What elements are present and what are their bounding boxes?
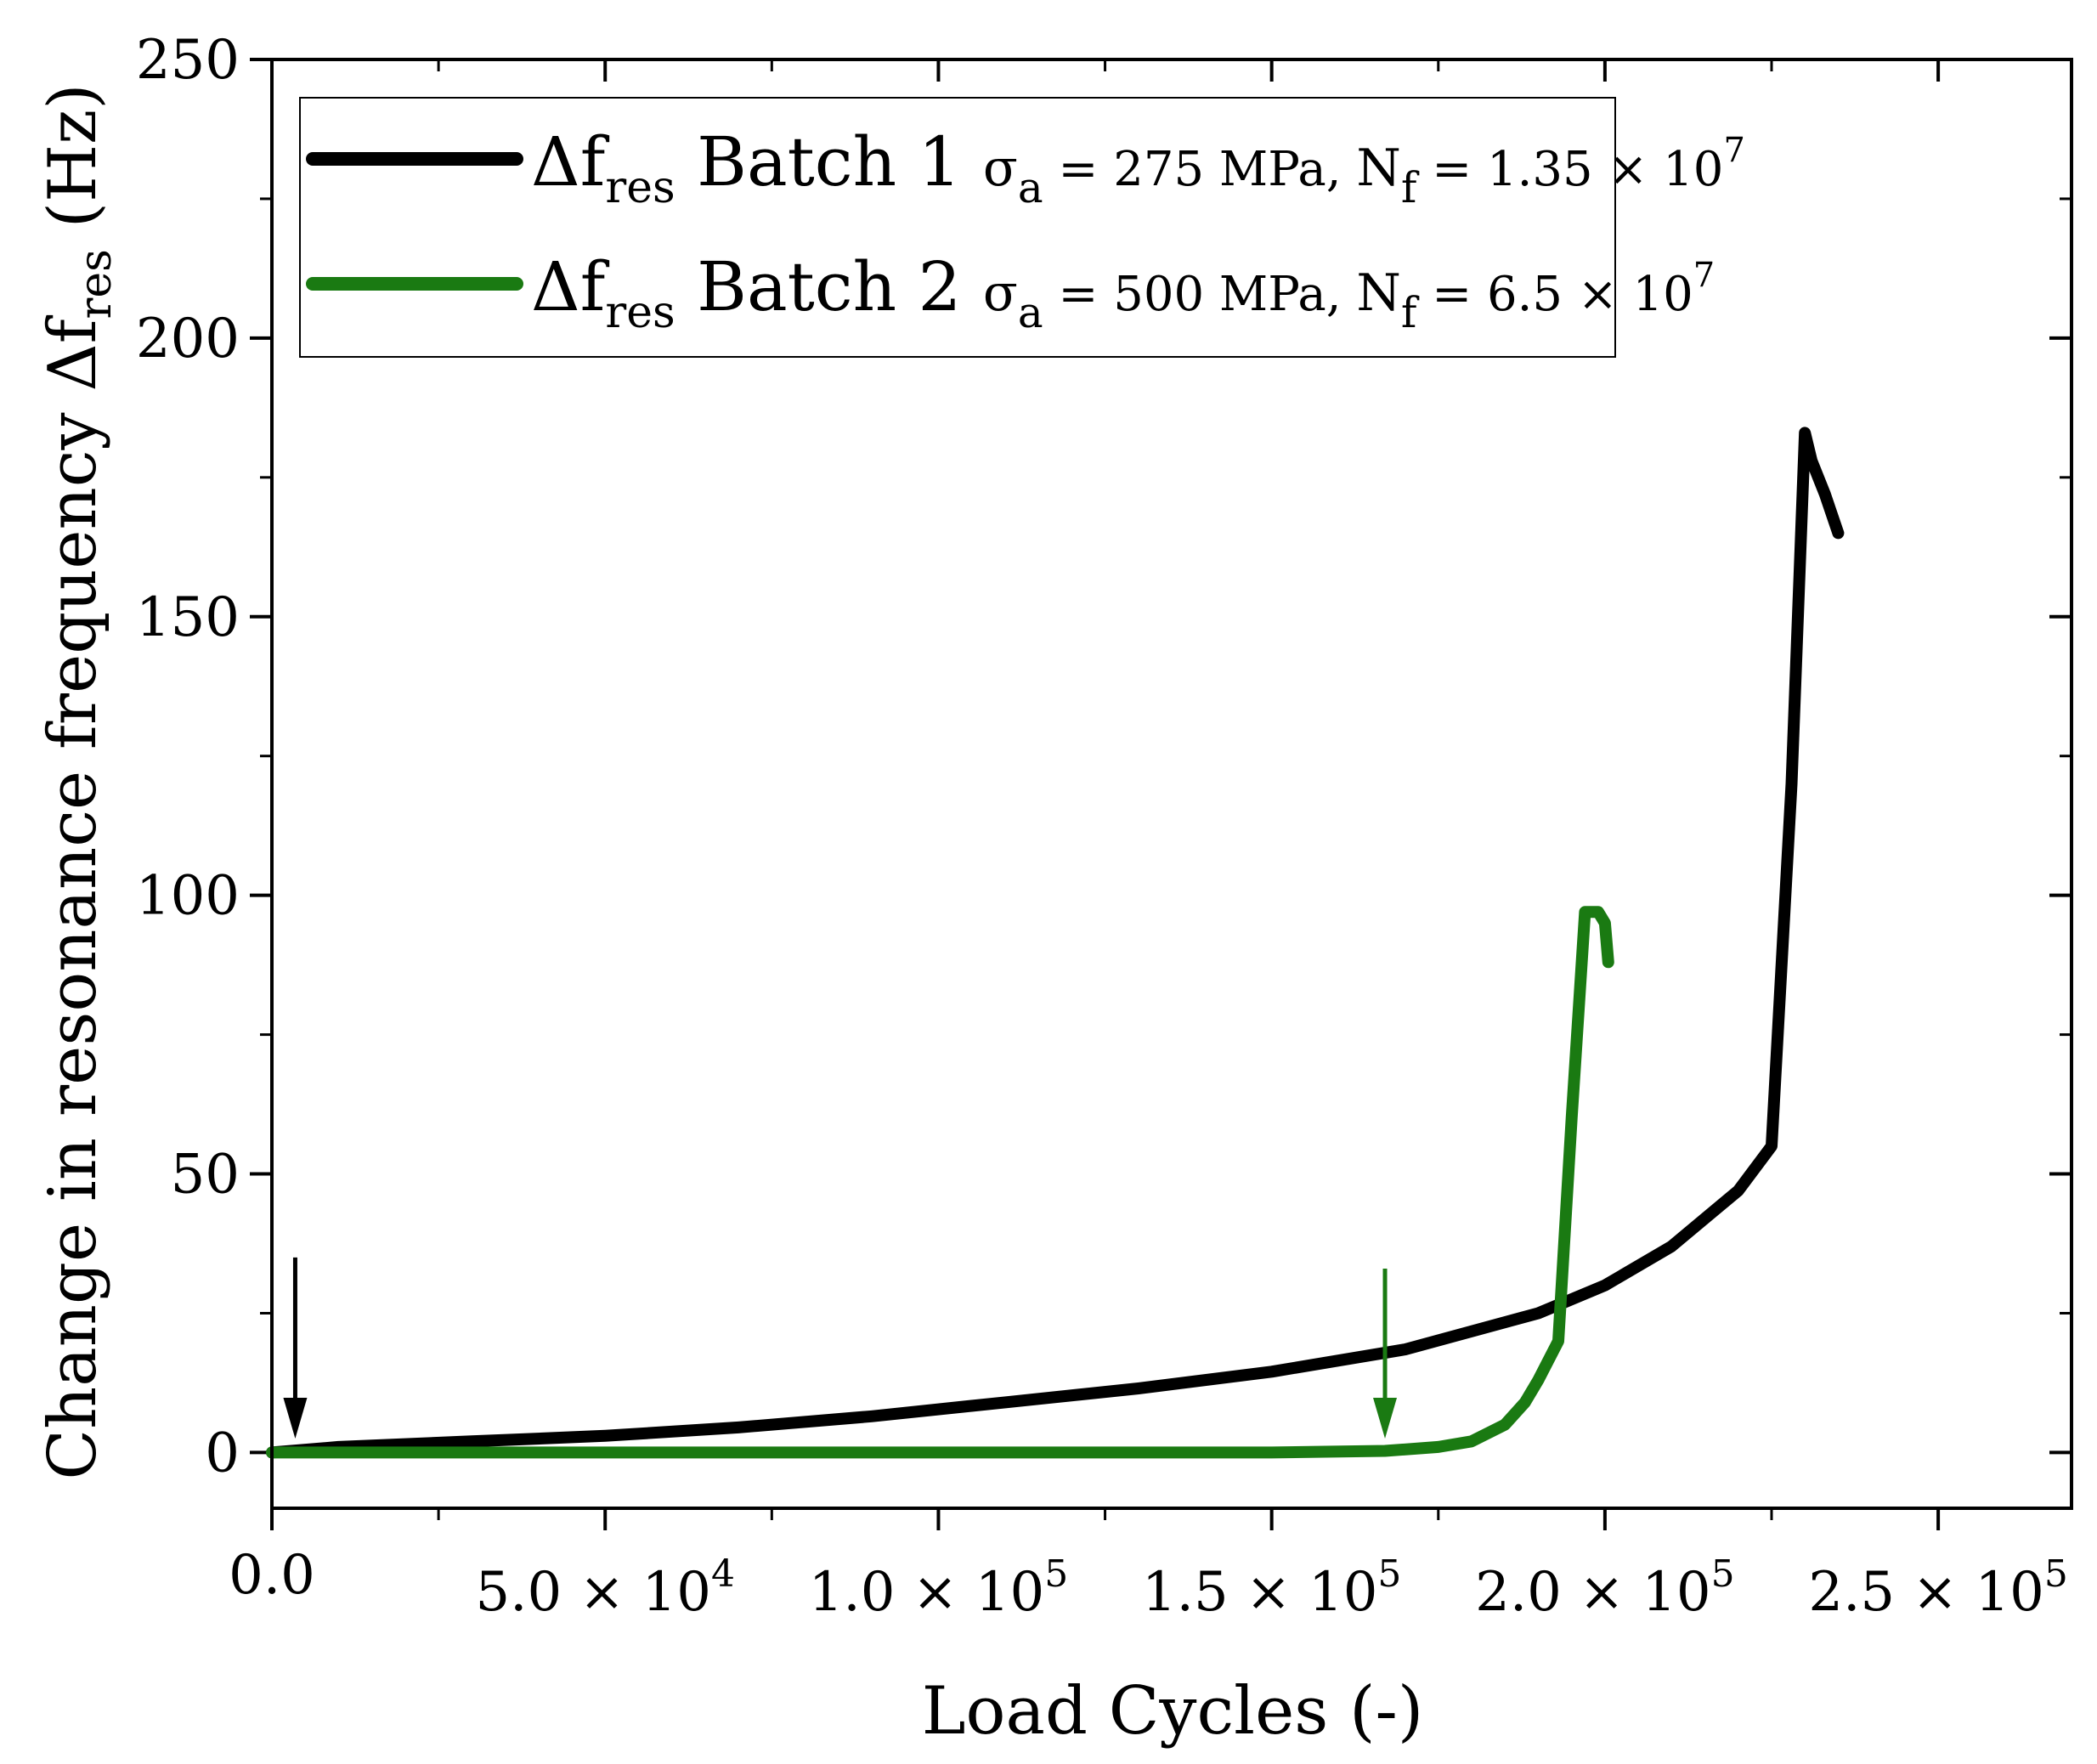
y-tick-label: 50 [171, 1144, 240, 1207]
legend-label-batch-1: Δfres Batch 1 σa = 275 MPa, Nf = 1.35 × … [531, 122, 1745, 213]
x-tick-label: 1.5 × 105 [1142, 1552, 1402, 1624]
arrow-head [1373, 1398, 1398, 1439]
x-tick-label: 1.0 × 105 [809, 1552, 1069, 1624]
legend-delta: Δf [531, 122, 610, 201]
x-tick-label: 0.0 [229, 1544, 315, 1607]
y-tick-label: 0 [205, 1422, 240, 1484]
x-tick-label: 5.0 × 104 [475, 1552, 735, 1624]
x-axis-label: Load Cycles (-) [922, 1673, 1424, 1750]
y-tick-label: 100 [136, 865, 240, 928]
legend-sigma: σ [983, 263, 1018, 323]
legend-sigma-sub: a [1018, 163, 1043, 212]
y-tick-label: 250 [136, 29, 240, 92]
plot-lines [266, 427, 1845, 1459]
y-axis-label-sub: res [71, 249, 122, 319]
legend-stress: = 275 MPa, [1058, 142, 1341, 197]
y-axis-label: Change in resonance frequency Δfres (Hz) [35, 83, 122, 1479]
x-tick-label: 2.0 × 105 [1475, 1552, 1735, 1624]
y-tick-labels: 0 50 100 150 200 250 [136, 29, 240, 1484]
y-tick-label: 150 [136, 586, 240, 649]
legend-delta-sub: res [605, 287, 675, 338]
legend-batch: Batch 2 [697, 247, 961, 326]
legend-n: N [1356, 263, 1401, 323]
legend-stress: = 500 MPa, [1058, 267, 1341, 322]
plot-frame [270, 58, 2073, 1510]
legend-n-sub: f [1401, 163, 1420, 212]
y-axis-label-unit: (Hz) [35, 83, 111, 228]
y-axis-label-main: Change in resonance frequency Δf [35, 314, 111, 1479]
legend-n-sub: f [1401, 288, 1420, 337]
legend-box [299, 97, 1616, 358]
series-line-batch-1 [266, 427, 1845, 1459]
legend-n: N [1356, 139, 1401, 198]
y-tick-label: 200 [136, 308, 240, 370]
legend-life-exp: 7 [1693, 256, 1715, 295]
legend-batch: Batch 1 [697, 122, 961, 201]
legend-life-exp: 7 [1723, 131, 1744, 170]
x-tick-label: 2.5 × 105 [1808, 1552, 2068, 1624]
legend-label-batch-2: Δfres Batch 2 σa = 500 MPa, Nf = 6.5 × 1… [531, 247, 1715, 338]
legend-life: = 1.35 × 10 [1432, 142, 1723, 197]
x-tick-labels: 0.0 5.0 × 104 1.0 × 105 1.5 × 105 2.0 × 105 2… [229, 1544, 2068, 1624]
legend-life: = 6.5 × 10 [1432, 267, 1693, 322]
annotation-arrows [283, 1257, 1398, 1439]
series-line-batch-2 [266, 906, 1614, 1459]
legend-delta: Δf [531, 247, 610, 326]
legend: Δfres Batch 1 σa = 275 MPa, Nf = 1.35 × … [299, 97, 1745, 358]
legend-delta-sub: res [605, 162, 675, 213]
arrow-head [283, 1398, 308, 1439]
legend-sigma-sub: a [1018, 288, 1043, 337]
legend-sigma: σ [983, 139, 1018, 198]
